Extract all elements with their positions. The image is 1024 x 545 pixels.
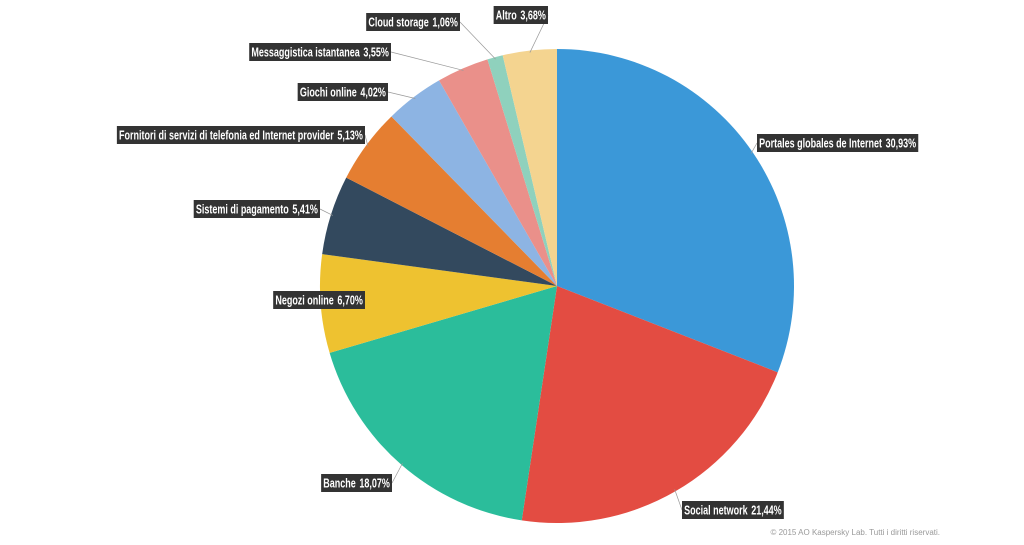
label-category: Social network (684, 504, 748, 518)
pie-slice (391, 80, 557, 286)
label-category: Altro (496, 9, 517, 23)
label-box (366, 13, 460, 31)
label-category: Sistemi di pagamento (196, 203, 289, 217)
label-box (493, 6, 548, 24)
pie-slice (487, 55, 557, 287)
label-text: Sistemi di pagamento 5,41% (196, 203, 318, 217)
label-category: Messaggistica istantanea (251, 46, 360, 60)
data-label: Negozi online 6,70% (273, 291, 365, 309)
pie-slice (346, 116, 557, 287)
label-box (193, 200, 320, 218)
leader-line (387, 91, 416, 99)
leader-line (364, 134, 369, 147)
label-box (273, 291, 365, 309)
leader-line (750, 142, 758, 154)
pie-slice (521, 286, 778, 524)
label-text: Portales globales de Internet 30,93% (759, 137, 916, 151)
label-category: Negozi online (275, 294, 333, 308)
label-text: Fornitori di servizi di telefonia ed Int… (119, 129, 363, 143)
data-label: Altro 3,68% (493, 6, 548, 24)
pie-slice (320, 254, 557, 353)
label-text: Altro 3,68% (496, 9, 546, 23)
leader-line (391, 462, 403, 484)
label-text: Messaggistica istantanea 3,55% (251, 46, 389, 60)
label-value: 3,68% (520, 9, 546, 23)
data-label: Fornitori di servizi di telefonia ed Int… (116, 126, 365, 144)
label-value: 30,93% (886, 137, 917, 151)
label-text: Negozi online 6,70% (275, 294, 363, 308)
label-category: Fornitori di servizi di telefonia ed Int… (119, 129, 334, 143)
label-box (682, 501, 784, 519)
label-value: 3,55% (363, 46, 389, 60)
data-label: Social network 21,44% (682, 501, 784, 519)
label-category: Giochi online (300, 86, 357, 100)
label-box (297, 83, 388, 101)
label-text: Social network 21,44% (684, 504, 782, 518)
label-text: Giochi online 4,02% (300, 86, 386, 100)
label-text: Banche 18,07% (323, 477, 390, 491)
label-category: Portales globales de Internet (759, 137, 882, 151)
data-label: Sistemi di pagamento 5,41% (193, 200, 320, 218)
label-value: 21,44% (751, 504, 782, 518)
label-category: Banche (323, 477, 355, 491)
label-box (321, 474, 392, 492)
leader-line (674, 489, 683, 511)
label-value: 5,13% (337, 129, 363, 143)
credit: © 2015 AO Kaspersky Lab. Tutti i diritti… (770, 528, 940, 537)
label-value: 4,02% (360, 86, 386, 100)
leader-line (390, 51, 464, 71)
data-label: Cloud storage 1,06% (366, 13, 460, 31)
leader-line (319, 208, 333, 216)
pie-slice (329, 286, 557, 521)
pie-slice (439, 59, 557, 286)
pie-slice (322, 177, 557, 286)
label-text: Cloud storage 1,06% (368, 16, 458, 30)
label-box (249, 43, 391, 61)
label-value: 5,41% (292, 203, 318, 217)
data-label: Messaggistica istantanea 3,55% (249, 43, 391, 61)
leader-line (459, 21, 496, 60)
data-label: Banche 18,07% (321, 474, 392, 492)
label-value: 1,06% (432, 16, 458, 30)
label-category: Cloud storage (368, 16, 428, 30)
label-box (757, 134, 919, 152)
data-label: Portales globales de Internet 30,93% (757, 134, 919, 152)
data-label: Giochi online 4,02% (297, 83, 388, 101)
label-value: 18,07% (359, 477, 390, 491)
pie-slice (557, 49, 795, 373)
pie-slice (502, 49, 557, 286)
label-value: 6,70% (337, 294, 363, 308)
label-box (116, 126, 365, 144)
